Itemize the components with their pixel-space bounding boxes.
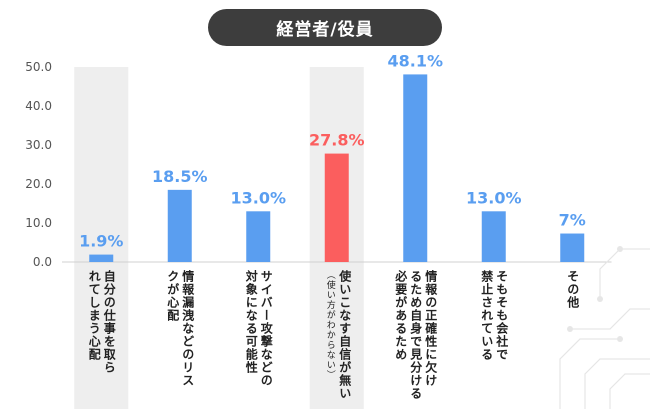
data-label: 27.8% xyxy=(309,131,365,150)
bar xyxy=(324,153,349,262)
bar xyxy=(403,74,428,262)
y-tick-label: 30.0 xyxy=(25,138,52,152)
bar xyxy=(481,211,506,262)
bar xyxy=(167,189,192,262)
data-label: 13.0% xyxy=(230,188,286,207)
category-label: 使いこなす自信が無い （使い方がわからない） xyxy=(322,270,352,405)
category-label-line: れてしまう心配 xyxy=(87,270,102,361)
data-label: 13.0% xyxy=(466,188,522,207)
bar xyxy=(560,233,585,262)
data-label: 18.5% xyxy=(152,167,208,186)
category-label-line: 対象になる可能性 xyxy=(244,270,259,374)
data-label: 48.1% xyxy=(387,51,443,70)
y-tick-label: 20.0 xyxy=(25,177,52,191)
data-label: 7% xyxy=(559,211,586,230)
category-label-line: 禁止されている xyxy=(479,270,494,361)
category-label: サイバー攻撃などの 対象になる可能性 xyxy=(243,270,273,405)
y-tick-label: 50.0 xyxy=(25,60,52,74)
category-sublabel: （使い方がわからない） xyxy=(324,270,335,380)
category-label-line: 情報漏洩などのリス xyxy=(180,270,195,387)
category-label: その他 xyxy=(565,270,580,405)
bar xyxy=(246,211,271,262)
bar xyxy=(89,254,114,262)
category-label-line: 情報の正確性に欠け xyxy=(423,270,438,387)
chart-title: 経営者/役員 xyxy=(208,9,442,46)
y-tick-label: 40.0 xyxy=(25,99,52,113)
data-label: 1.9% xyxy=(79,232,123,251)
circuit-decoration-icon xyxy=(559,246,650,409)
y-tick-label: 0.0 xyxy=(33,255,52,269)
category-label: そもそも会社で 禁止されている xyxy=(479,270,509,405)
category-label-line: その他 xyxy=(565,270,580,309)
category-label: 情報の正確性に欠け るため自身で見分ける 必要があるため xyxy=(393,270,438,405)
y-tick-label: 10.0 xyxy=(25,216,52,230)
category-band xyxy=(74,67,129,409)
category-label-line: 自分の仕事を取ら xyxy=(102,270,117,374)
category-label-line: クが心配 xyxy=(165,270,180,322)
category-label: 情報漏洩などのリス クが心配 xyxy=(165,270,195,405)
category-label-line: 必要があるため xyxy=(393,270,408,361)
category-label-line: そもそも会社で xyxy=(494,270,509,361)
category-label: 自分の仕事を取ら れてしまう心配 xyxy=(86,270,116,405)
category-label-line: るため自身で見分ける xyxy=(408,270,423,400)
category-label-line: 使いこなす自信が無い xyxy=(337,270,352,400)
category-label-line: サイバー攻撃などの xyxy=(259,270,274,387)
